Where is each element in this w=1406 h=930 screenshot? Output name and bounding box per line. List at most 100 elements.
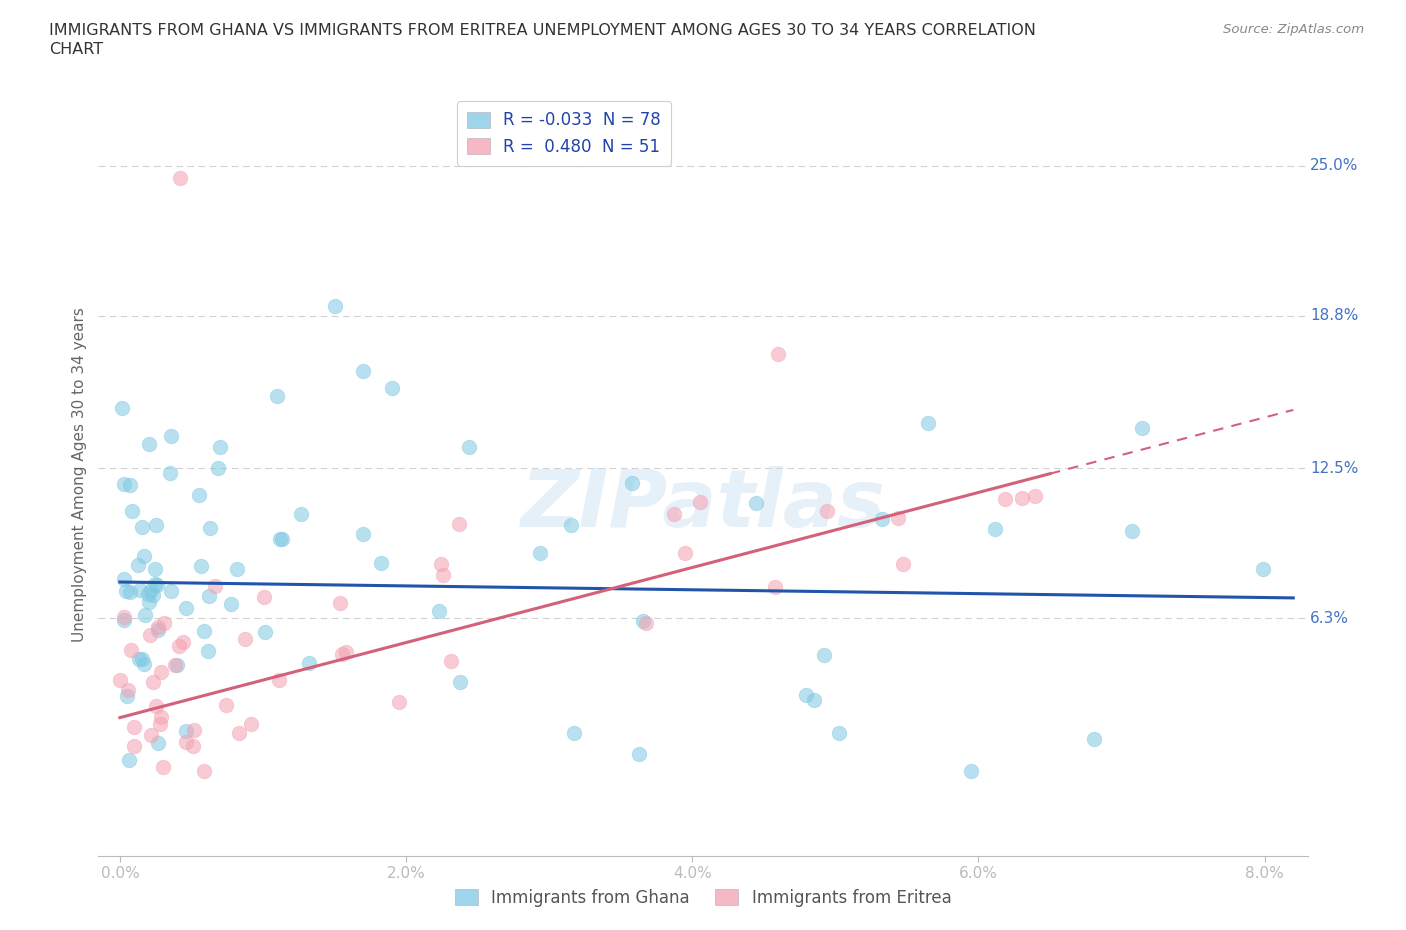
Legend: R = -0.033  N = 78, R =  0.480  N = 51: R = -0.033 N = 78, R = 0.480 N = 51 xyxy=(457,101,671,166)
Point xyxy=(150,665,173,680)
Point xyxy=(917,416,939,431)
Point xyxy=(562,725,585,740)
Point xyxy=(381,381,404,396)
Point xyxy=(1253,562,1275,577)
Point xyxy=(983,522,1005,537)
Point xyxy=(207,461,229,476)
Point xyxy=(994,491,1017,506)
Point xyxy=(172,634,194,649)
Point xyxy=(352,364,374,379)
Point xyxy=(139,627,162,642)
Point xyxy=(115,689,138,704)
Point xyxy=(329,595,352,610)
Point xyxy=(228,725,250,740)
Point xyxy=(440,653,463,668)
Point xyxy=(146,623,169,638)
Point xyxy=(143,561,166,576)
Point xyxy=(112,477,135,492)
Point xyxy=(127,557,149,572)
Y-axis label: Unemployment Among Ages 30 to 34 years: Unemployment Among Ages 30 to 34 years xyxy=(72,307,87,642)
Point xyxy=(1011,491,1033,506)
Point xyxy=(197,644,219,658)
Point xyxy=(891,556,914,571)
Point xyxy=(138,594,160,609)
Text: 25.0%: 25.0% xyxy=(1310,158,1358,173)
Point xyxy=(112,609,135,624)
Point xyxy=(131,652,153,667)
Point xyxy=(1121,524,1143,538)
Point xyxy=(112,572,135,587)
Point xyxy=(150,710,173,724)
Point xyxy=(449,675,471,690)
Point xyxy=(138,436,160,451)
Text: Source: ZipAtlas.com: Source: ZipAtlas.com xyxy=(1223,23,1364,36)
Point xyxy=(794,688,817,703)
Point xyxy=(145,578,167,592)
Point xyxy=(1130,420,1153,435)
Point xyxy=(959,764,981,778)
Point xyxy=(689,495,711,510)
Point xyxy=(458,439,481,454)
Point xyxy=(110,672,132,687)
Point xyxy=(187,487,209,502)
Point xyxy=(174,601,197,616)
Text: 12.5%: 12.5% xyxy=(1310,460,1358,476)
Point xyxy=(620,475,643,490)
Text: 6.3%: 6.3% xyxy=(1310,611,1348,626)
Point xyxy=(803,693,825,708)
Point xyxy=(143,577,166,591)
Point xyxy=(813,647,835,662)
Point xyxy=(176,724,198,738)
Point xyxy=(335,645,357,660)
Point xyxy=(132,657,155,671)
Point xyxy=(174,735,197,750)
Point xyxy=(266,388,288,403)
Point xyxy=(145,518,167,533)
Point xyxy=(221,596,243,611)
Point xyxy=(815,503,838,518)
Point xyxy=(239,717,262,732)
Point xyxy=(269,532,291,547)
Point xyxy=(141,727,163,742)
Point xyxy=(330,647,353,662)
Point xyxy=(204,578,226,593)
Point xyxy=(181,738,204,753)
Point xyxy=(673,546,696,561)
Point xyxy=(352,526,374,541)
Point xyxy=(872,512,894,526)
Point xyxy=(193,624,215,639)
Text: CHART: CHART xyxy=(49,42,103,57)
Point xyxy=(132,549,155,564)
Point xyxy=(118,753,141,768)
Point xyxy=(198,521,221,536)
Point xyxy=(432,567,454,582)
Point xyxy=(118,584,141,599)
Point xyxy=(560,518,582,533)
Point xyxy=(447,517,470,532)
Point xyxy=(159,584,181,599)
Point xyxy=(148,619,170,634)
Point xyxy=(198,588,221,603)
Point xyxy=(215,698,238,712)
Point xyxy=(153,616,176,631)
Point xyxy=(430,556,453,571)
Point xyxy=(225,561,247,576)
Point xyxy=(636,616,658,631)
Point xyxy=(766,347,789,362)
Point xyxy=(627,746,650,761)
Point xyxy=(159,465,181,480)
Point xyxy=(529,545,551,560)
Point xyxy=(190,559,212,574)
Point xyxy=(183,723,205,737)
Text: 18.8%: 18.8% xyxy=(1310,308,1358,324)
Point xyxy=(142,675,165,690)
Point xyxy=(120,643,142,658)
Point xyxy=(136,587,159,602)
Text: IMMIGRANTS FROM GHANA VS IMMIGRANTS FROM ERITREA UNEMPLOYMENT AMONG AGES 30 TO 3: IMMIGRANTS FROM GHANA VS IMMIGRANTS FROM… xyxy=(49,23,1036,38)
Point xyxy=(141,582,163,597)
Point xyxy=(298,656,321,671)
Point xyxy=(121,503,143,518)
Point xyxy=(131,519,153,534)
Text: ZIPatlas: ZIPatlas xyxy=(520,466,886,544)
Point xyxy=(388,695,411,710)
